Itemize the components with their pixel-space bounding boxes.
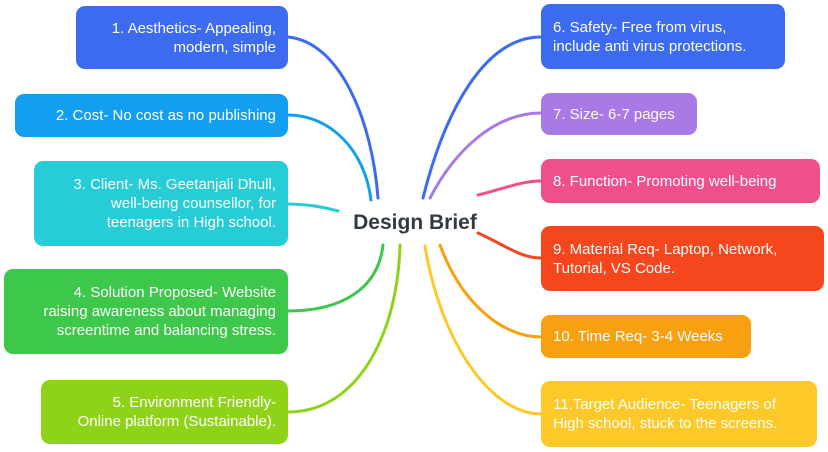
topic-client-label: 3. Client- Ms. Geetanjali Dhull, well-be… xyxy=(73,176,276,231)
topic-cost-label: 2. Cost- No cost as no publishing xyxy=(55,107,276,124)
topic-size: 7. Size- 6-7 pages xyxy=(541,93,697,135)
topic-environment-friendly-label: 5. Environment Friendly- Online platform… xyxy=(77,394,276,430)
connector-environment xyxy=(286,243,402,414)
topic-target-audience-label: 11.Target Audience- Teenagers of High sc… xyxy=(553,396,778,432)
connector-safety xyxy=(421,35,543,200)
connector-client xyxy=(286,202,340,213)
topic-safety: 6. Safety- Free from virus, include anti… xyxy=(541,4,785,69)
connector-audience xyxy=(423,244,543,416)
connector-material xyxy=(476,231,543,260)
topic-size-label: 7. Size- 6-7 pages xyxy=(553,105,675,123)
topic-time-requirement-label: 10. Time Req- 3-4 Weeks xyxy=(553,328,723,345)
topic-solution-proposed-label: 4. Solution Proposed- Website raising aw… xyxy=(43,284,276,339)
topic-function: 8. Function- Promoting well-being xyxy=(541,159,820,203)
topic-client: 3. Client- Ms. Geetanjali Dhull, well-be… xyxy=(34,161,288,246)
central-topic: Design Brief xyxy=(353,211,477,234)
topic-safety-label: 6. Safety- Free from virus, include anti… xyxy=(553,18,747,55)
connector-time xyxy=(438,243,543,339)
topic-function-label: 8. Function- Promoting well-being xyxy=(553,172,777,190)
topic-solution-proposed: 4. Solution Proposed- Website raising aw… xyxy=(4,269,288,354)
topic-aesthetics-label: 1. Aesthetics- Appealing, modern, simple xyxy=(111,19,276,56)
topic-time-requirement: 10. Time Req- 3-4 Weeks xyxy=(541,315,751,358)
topic-cost: 2. Cost- No cost as no publishing xyxy=(15,94,288,137)
topic-aesthetics: 1. Aesthetics- Appealing, modern, simple xyxy=(76,6,288,69)
topic-material-requirements: 9. Material Req- Laptop, Network, Tutori… xyxy=(541,226,824,291)
topic-target-audience: 11.Target Audience- Teenagers of High sc… xyxy=(541,381,817,447)
connector-aesthetics xyxy=(286,35,380,200)
topic-material-requirements-label: 9. Material Req- Laptop, Network, Tutori… xyxy=(553,240,778,277)
connector-function xyxy=(476,179,543,197)
connector-cost xyxy=(286,113,373,202)
topic-environment-friendly: 5. Environment Friendly- Online platform… xyxy=(41,380,288,444)
connector-size xyxy=(428,111,543,200)
connector-solution xyxy=(286,243,385,313)
